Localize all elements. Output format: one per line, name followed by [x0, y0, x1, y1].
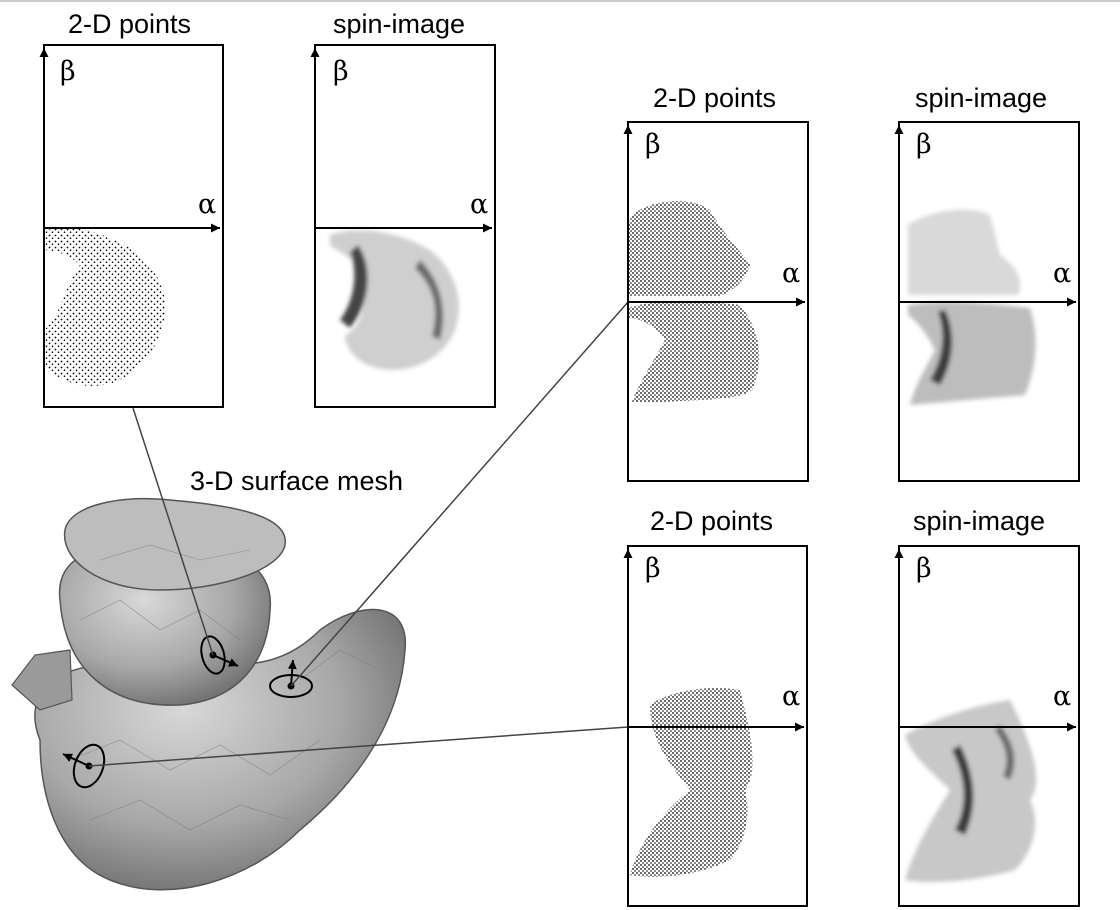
- connector-lines: [88, 301, 629, 767]
- panel-2-spin-image: [908, 209, 1036, 405]
- panel-1-point-cloud: [44, 227, 166, 386]
- panel-2-points-title: 2-D points: [653, 83, 776, 113]
- panel-1-alpha-label: α: [198, 189, 216, 220]
- panel-2-beta-label: β: [645, 129, 661, 160]
- panel-1-beta-label: β: [60, 56, 76, 87]
- panel-3-beta-label: β: [645, 553, 661, 584]
- panel-2-point-cloud-lower: [628, 300, 760, 402]
- panel-1-spin-plot: α β: [310, 44, 496, 408]
- panel-2-spin-alpha-label: α: [1053, 258, 1071, 289]
- panel-1-points-plot: α β: [39, 44, 224, 408]
- panel-1-spin-image: [330, 230, 459, 370]
- panel-1-spin-title: spin-image: [333, 9, 465, 39]
- panel-3-spin-title: spin-image: [913, 506, 1045, 536]
- panel-3-spin-beta-label: β: [916, 553, 932, 584]
- panel-2-spin-title: spin-image: [915, 83, 1047, 113]
- panel-2-spin-beta-label: β: [916, 129, 932, 160]
- panel-1-spin-beta-label: β: [333, 56, 349, 87]
- panel-3-points-plot: α β: [623, 545, 808, 907]
- panel-3-points-title: 2-D points: [650, 506, 773, 536]
- panel-2-point-cloud-upper: [628, 200, 750, 296]
- panel-1-spin-alpha-label: α: [470, 189, 488, 220]
- panel-3: 2-D points spin-image α β α β: [623, 506, 1080, 907]
- mesh-label: 3-D surface mesh: [190, 466, 403, 496]
- panel-1: 2-D points spin-image α β α β: [39, 9, 496, 408]
- oriented-point-3: [62, 743, 106, 789]
- duck-mesh: [11, 498, 406, 891]
- panel-3-spin-plot: α β: [894, 545, 1080, 907]
- panel-1-points-title: 2-D points: [68, 9, 191, 39]
- panel-2-points-plot: α β: [623, 121, 809, 482]
- panel-3-spin-image: [905, 700, 1037, 882]
- panel-3-spin-alpha-label: α: [1053, 681, 1071, 712]
- panel-3-point-cloud: [630, 688, 753, 877]
- panel-3-alpha-label: α: [782, 681, 800, 712]
- panel-2-spin-plot: α β: [894, 121, 1080, 482]
- panel-2: 2-D points spin-image α β α β: [623, 83, 1080, 482]
- panel-2-alpha-label: α: [782, 258, 800, 289]
